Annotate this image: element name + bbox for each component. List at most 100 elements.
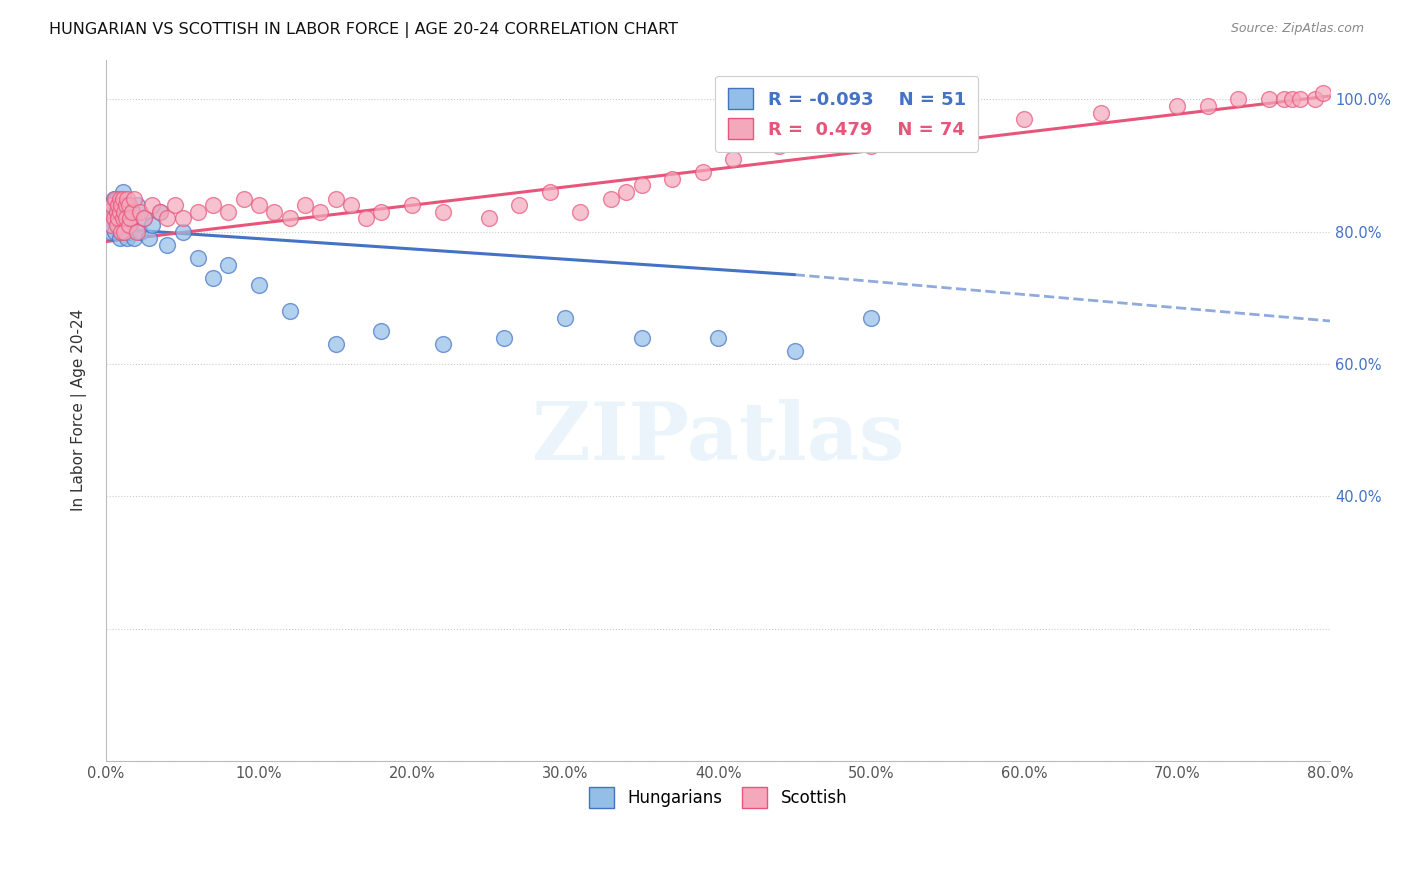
Point bbox=[163, 198, 186, 212]
Point bbox=[1166, 99, 1188, 113]
Point bbox=[134, 211, 156, 226]
Point bbox=[1303, 92, 1326, 106]
Point bbox=[105, 218, 128, 232]
Point bbox=[138, 231, 160, 245]
Point bbox=[232, 192, 254, 206]
Point bbox=[105, 204, 128, 219]
Point bbox=[325, 192, 347, 206]
Point bbox=[723, 152, 745, 166]
Point bbox=[508, 198, 530, 212]
Point bbox=[110, 198, 132, 212]
Point bbox=[120, 211, 142, 226]
Point bbox=[101, 218, 124, 232]
Point bbox=[370, 204, 392, 219]
Point bbox=[247, 198, 270, 212]
Point bbox=[118, 198, 141, 212]
Point bbox=[309, 204, 332, 219]
Point bbox=[569, 204, 592, 219]
Point bbox=[117, 231, 139, 245]
Point bbox=[354, 211, 377, 226]
Point bbox=[115, 198, 138, 212]
Point bbox=[101, 198, 124, 212]
Point bbox=[217, 258, 239, 272]
Point bbox=[112, 204, 135, 219]
Point bbox=[141, 218, 163, 232]
Point bbox=[107, 198, 129, 212]
Point bbox=[115, 225, 138, 239]
Point bbox=[112, 198, 135, 212]
Point bbox=[103, 192, 125, 206]
Point bbox=[108, 204, 131, 219]
Point bbox=[1288, 92, 1310, 106]
Point bbox=[98, 204, 121, 219]
Point bbox=[122, 192, 145, 206]
Point bbox=[115, 204, 138, 219]
Point bbox=[202, 198, 225, 212]
Point bbox=[554, 310, 576, 325]
Point bbox=[202, 271, 225, 285]
Point bbox=[121, 204, 143, 219]
Point bbox=[107, 211, 129, 226]
Point bbox=[905, 125, 928, 139]
Point bbox=[187, 204, 209, 219]
Point bbox=[263, 204, 285, 219]
Point bbox=[614, 185, 637, 199]
Point bbox=[112, 225, 135, 239]
Point bbox=[247, 277, 270, 292]
Point bbox=[278, 304, 301, 318]
Point bbox=[100, 225, 122, 239]
Point bbox=[768, 138, 790, 153]
Point bbox=[401, 198, 423, 212]
Point bbox=[783, 343, 806, 358]
Point bbox=[107, 198, 129, 212]
Point bbox=[101, 198, 124, 212]
Point bbox=[134, 211, 156, 226]
Point bbox=[104, 192, 127, 206]
Point bbox=[111, 211, 134, 226]
Point bbox=[661, 171, 683, 186]
Point bbox=[278, 211, 301, 226]
Point bbox=[432, 204, 454, 219]
Point bbox=[128, 225, 150, 239]
Point bbox=[100, 218, 122, 232]
Point bbox=[118, 218, 141, 232]
Point bbox=[115, 211, 138, 226]
Point bbox=[156, 211, 179, 226]
Point bbox=[172, 225, 194, 239]
Point bbox=[110, 225, 132, 239]
Point bbox=[1197, 99, 1219, 113]
Point bbox=[125, 225, 148, 239]
Point bbox=[370, 324, 392, 338]
Point bbox=[104, 225, 127, 239]
Point bbox=[125, 198, 148, 212]
Point bbox=[118, 225, 141, 239]
Point bbox=[1090, 105, 1112, 120]
Point bbox=[108, 231, 131, 245]
Point bbox=[104, 211, 127, 226]
Point bbox=[860, 138, 883, 153]
Point bbox=[122, 231, 145, 245]
Point bbox=[148, 204, 170, 219]
Point bbox=[630, 178, 652, 193]
Point bbox=[110, 198, 132, 212]
Point bbox=[111, 192, 134, 206]
Point bbox=[128, 204, 150, 219]
Point bbox=[111, 211, 134, 226]
Point bbox=[105, 204, 128, 219]
Point bbox=[1258, 92, 1281, 106]
Point bbox=[692, 165, 714, 179]
Point bbox=[156, 238, 179, 252]
Point bbox=[217, 204, 239, 219]
Text: Source: ZipAtlas.com: Source: ZipAtlas.com bbox=[1230, 22, 1364, 36]
Point bbox=[105, 192, 128, 206]
Point bbox=[492, 330, 515, 344]
Point bbox=[187, 251, 209, 265]
Point bbox=[103, 204, 125, 219]
Point bbox=[120, 218, 142, 232]
Point bbox=[294, 198, 316, 212]
Point bbox=[538, 185, 561, 199]
Point bbox=[172, 211, 194, 226]
Point bbox=[117, 198, 139, 212]
Point bbox=[477, 211, 499, 226]
Point bbox=[108, 192, 131, 206]
